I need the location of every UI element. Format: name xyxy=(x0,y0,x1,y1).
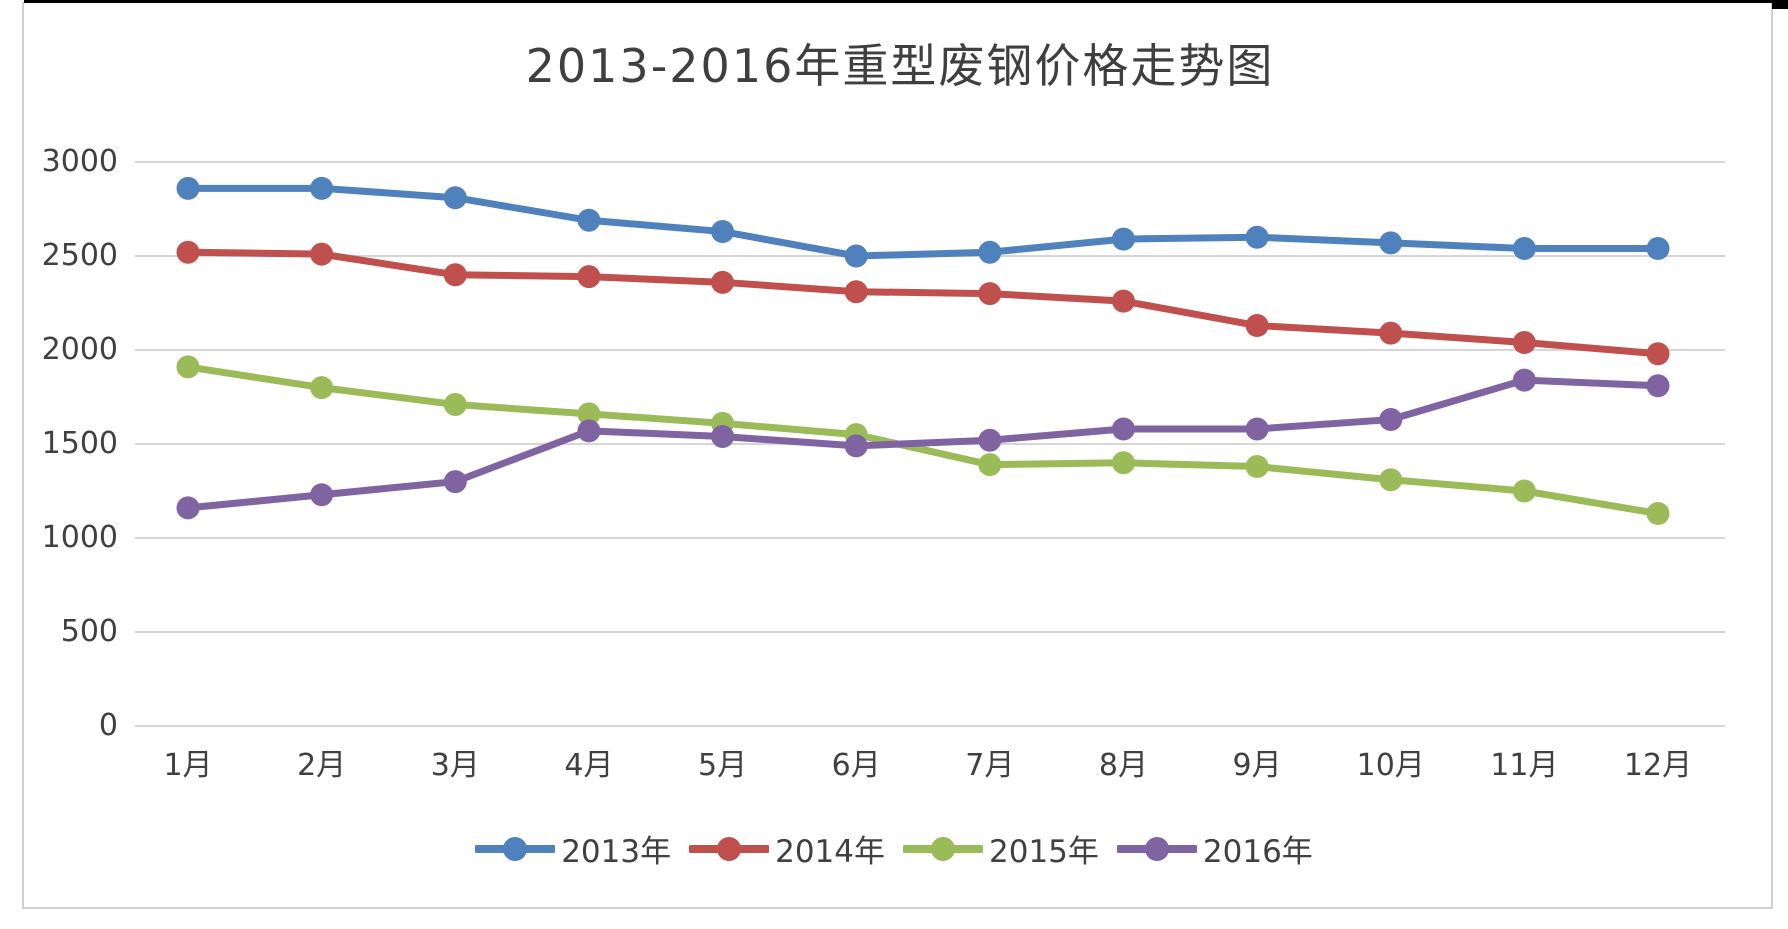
legend-label: 2015年 xyxy=(989,834,1099,870)
x-axis-tick-label: 7月 xyxy=(965,748,1015,783)
x-axis-tick-label: 12月 xyxy=(1623,748,1693,783)
data-point-marker xyxy=(1111,289,1135,313)
data-point-marker xyxy=(310,242,334,266)
x-axis-tick-label: 1月 xyxy=(163,748,213,783)
data-point-marker xyxy=(1646,502,1670,526)
data-point-marker xyxy=(978,453,1002,477)
data-point-marker xyxy=(711,424,735,448)
data-point-marker xyxy=(443,186,467,210)
data-point-marker xyxy=(711,270,735,294)
y-axis-tick-label: 500 xyxy=(60,614,118,649)
data-point-marker xyxy=(1379,408,1403,432)
data-point-marker xyxy=(1379,231,1403,255)
legend-label: 2016年 xyxy=(1202,834,1313,870)
legend-item-2013年: 2013年 xyxy=(475,826,671,871)
data-point-marker xyxy=(443,263,467,287)
legend-marker-icon xyxy=(903,836,983,861)
y-axis-tick-label: 2500 xyxy=(41,238,118,273)
data-point-marker xyxy=(1512,330,1536,354)
y-axis-tick-label: 1500 xyxy=(41,426,118,461)
data-point-marker xyxy=(176,240,200,264)
y-axis-tick-label: 3000 xyxy=(41,144,118,179)
data-point-marker xyxy=(443,393,467,417)
data-point-marker xyxy=(1245,225,1269,249)
data-point-marker xyxy=(1512,236,1536,260)
x-axis-tick-label: 5月 xyxy=(697,748,748,783)
legend-marker-icon xyxy=(689,836,770,861)
data-point-marker xyxy=(1245,455,1269,479)
data-point-marker xyxy=(577,208,601,232)
y-axis-tick-label: 2000 xyxy=(41,332,118,367)
data-point-marker xyxy=(577,265,601,289)
x-axis-tick-label: 2月 xyxy=(297,748,347,783)
data-point-marker xyxy=(844,244,868,268)
data-point-marker xyxy=(978,428,1002,452)
x-axis-tick-label: 4月 xyxy=(564,748,614,783)
data-point-marker xyxy=(577,419,601,443)
data-point-marker xyxy=(1646,374,1670,398)
x-axis-tick-label: 3月 xyxy=(430,748,480,783)
data-point-marker xyxy=(1646,342,1670,366)
x-axis-tick-label: 11月 xyxy=(1490,748,1559,783)
data-point-marker xyxy=(310,176,334,200)
legend-item-2016年: 2016年 xyxy=(1116,826,1313,871)
legend-marker-icon xyxy=(475,836,556,861)
data-point-marker xyxy=(1646,236,1670,260)
data-point-marker xyxy=(1512,368,1536,392)
data-point-marker xyxy=(1111,451,1135,475)
data-point-marker xyxy=(1245,417,1269,441)
y-axis-tick-label: 1000 xyxy=(41,520,118,555)
data-point-marker xyxy=(978,240,1002,264)
legend-label: 2014年 xyxy=(775,834,885,870)
data-point-marker xyxy=(711,220,735,244)
data-point-marker xyxy=(844,280,868,304)
chart-title: 2013-2016年重型废钢价格走势图 xyxy=(525,39,1275,93)
x-axis-tick-label: 9月 xyxy=(1232,748,1282,783)
data-point-marker xyxy=(443,470,467,494)
data-point-marker xyxy=(310,483,334,507)
series-line-2016年 xyxy=(184,376,1662,512)
table-top-border-line xyxy=(24,0,1788,3)
data-point-marker xyxy=(176,496,200,520)
legend-item-2014年: 2014年 xyxy=(689,826,885,871)
data-point-marker xyxy=(978,282,1002,306)
data-point-marker xyxy=(1512,479,1536,503)
data-point-marker xyxy=(1379,321,1403,345)
legend-marker-icon xyxy=(1116,836,1197,861)
data-point-marker xyxy=(844,434,868,458)
data-point-marker xyxy=(1111,227,1135,251)
x-axis-tick-label: 6月 xyxy=(831,748,881,783)
chart-border-frame xyxy=(22,2,1773,909)
data-point-marker xyxy=(577,402,601,426)
x-axis-tick-label: 8月 xyxy=(1098,748,1148,783)
data-point-marker xyxy=(176,355,200,379)
series-line-2013年 xyxy=(184,184,1662,260)
table-corner-mark xyxy=(1772,0,1788,9)
data-point-marker xyxy=(310,376,334,400)
data-point-marker xyxy=(1245,314,1269,338)
y-axis-tick-label: 0 xyxy=(98,708,118,743)
legend-label: 2013年 xyxy=(561,834,672,870)
series-line-2015年 xyxy=(184,363,1662,518)
data-point-marker xyxy=(1111,417,1135,441)
series-line-2014年 xyxy=(184,248,1662,358)
data-point-marker xyxy=(176,176,200,200)
legend-item-2015年: 2015年 xyxy=(903,826,1099,871)
x-axis-tick-label: 10月 xyxy=(1356,748,1425,783)
legend: 2013年 2014年 2015年 2016年 xyxy=(0,826,1788,871)
data-point-marker xyxy=(1379,468,1403,492)
